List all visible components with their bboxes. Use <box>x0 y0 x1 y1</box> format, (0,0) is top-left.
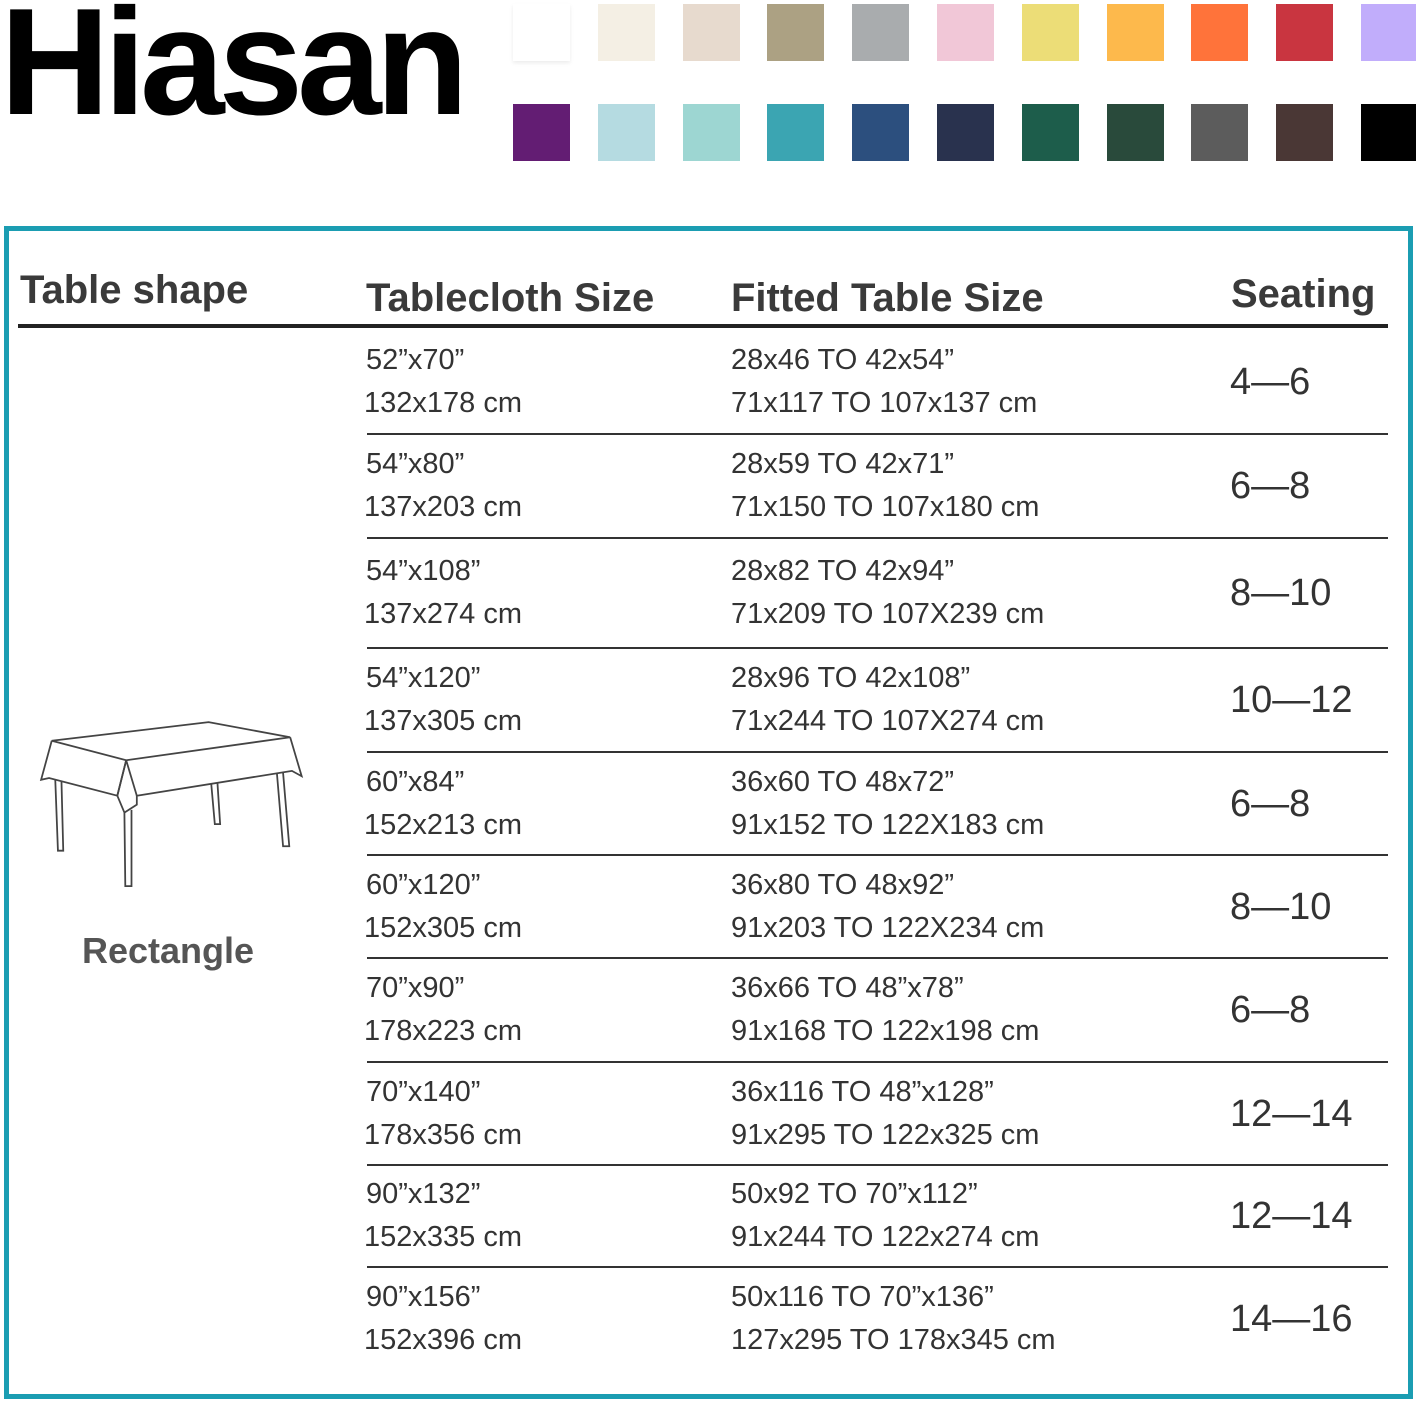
row-divider <box>367 751 1388 753</box>
tablecloth-size-inches: 54”x80” <box>366 448 465 480</box>
size-chart-frame <box>4 226 1413 1399</box>
fitted-size-cm: 71x150 TO 107x180 cm <box>731 491 1040 523</box>
color-swatch <box>682 104 740 161</box>
row-divider <box>367 854 1388 856</box>
fitted-size-cm: 91x203 TO 122X234 cm <box>731 911 1045 944</box>
color-swatch <box>1191 104 1249 161</box>
fitted-size-inches: 28x46 TO 42x54” <box>731 344 955 376</box>
fitted-size-cm: 91x168 TO 122x198 cm <box>731 1015 1040 1047</box>
header-tablecloth-size: Tablecloth Size <box>366 276 655 320</box>
seating-range: 6—8 <box>1230 782 1311 825</box>
tablecloth-size-inches: 60”x84” <box>366 765 465 798</box>
row-divider <box>367 433 1388 435</box>
seating-range: 12—14 <box>1230 1195 1353 1237</box>
seating-range: 10—12 <box>1230 679 1353 721</box>
color-swatch <box>767 104 825 161</box>
header-table-shape: Table shape <box>20 268 249 312</box>
seating-range: 12—14 <box>1230 1092 1353 1135</box>
color-swatch <box>513 104 570 161</box>
row-divider <box>367 647 1388 649</box>
fitted-size-cm: 71x117 TO 107x137 cm <box>731 387 1038 419</box>
seating-range: 4—6 <box>1230 361 1311 403</box>
fitted-size-inches: 36x116 TO 48”x128” <box>731 1075 994 1108</box>
seating-range: 8—10 <box>1230 885 1332 928</box>
color-swatch <box>597 4 655 61</box>
seating-range: 14—16 <box>1230 1297 1353 1340</box>
tablecloth-size-cm: 152x335 cm <box>364 1221 522 1253</box>
row-divider <box>367 957 1388 959</box>
header-seating: Seating <box>1231 272 1376 316</box>
fitted-size-cm: 91x244 TO 122x274 cm <box>731 1221 1040 1253</box>
color-swatch <box>937 4 994 61</box>
seating-range: 8—10 <box>1230 572 1332 614</box>
fitted-size-inches: 36x60 TO 48x72” <box>731 765 955 798</box>
color-swatch <box>852 104 910 161</box>
color-swatch <box>1361 104 1416 161</box>
header-fitted-table-size: Fitted Table Size <box>731 276 1044 320</box>
color-swatch <box>1361 4 1416 61</box>
tablecloth-size-inches: 70”x90” <box>366 972 465 1004</box>
fitted-size-cm: 127x295 TO 178x345 cm <box>731 1323 1056 1356</box>
color-swatch <box>1191 4 1249 61</box>
rectangle-table-icon <box>39 721 304 888</box>
tablecloth-size-cm: 137x274 cm <box>364 598 522 630</box>
row-divider <box>367 537 1388 539</box>
fitted-size-cm: 71x244 TO 107X274 cm <box>731 705 1045 737</box>
fitted-size-inches: 36x80 TO 48x92” <box>731 868 955 901</box>
tablecloth-size-inches: 70”x140” <box>366 1075 481 1108</box>
row-divider <box>367 1164 1388 1166</box>
tablecloth-size-cm: 132x178 cm <box>364 387 522 419</box>
color-swatch <box>767 4 825 61</box>
tablecloth-size-inches: 90”x156” <box>366 1280 481 1313</box>
seating-range: 6—8 <box>1230 465 1311 507</box>
color-swatch <box>597 104 655 161</box>
tablecloth-size-cm: 137x305 cm <box>364 705 522 737</box>
tablecloth-size-inches: 52”x70” <box>366 344 465 376</box>
fitted-size-inches: 28x59 TO 42x71” <box>731 448 955 480</box>
fitted-size-inches: 28x82 TO 42x94” <box>731 555 955 587</box>
fitted-size-cm: 71x209 TO 107X239 cm <box>731 598 1045 630</box>
header-divider <box>18 324 1388 328</box>
tablecloth-size-cm: 152x305 cm <box>364 911 522 944</box>
color-swatch <box>1106 104 1164 161</box>
color-swatch <box>937 104 994 161</box>
color-swatch <box>1021 4 1079 61</box>
row-divider <box>367 1266 1388 1268</box>
tablecloth-size-cm: 178x356 cm <box>364 1118 522 1151</box>
tablecloth-size-cm: 137x203 cm <box>364 491 522 523</box>
color-swatch <box>1276 104 1334 161</box>
color-swatch <box>513 4 570 61</box>
fitted-size-cm: 91x295 TO 122x325 cm <box>731 1118 1040 1151</box>
color-swatch <box>682 4 740 61</box>
tablecloth-size-cm: 152x213 cm <box>364 808 522 841</box>
color-swatch <box>1106 4 1164 61</box>
tablecloth-size-inches: 60”x120” <box>366 868 481 901</box>
tablecloth-size-cm: 178x223 cm <box>364 1015 522 1047</box>
table-shape-label: Rectangle <box>81 930 255 971</box>
fitted-size-inches: 36x66 TO 48”x78” <box>731 972 964 1004</box>
fitted-size-inches: 50x92 TO 70”x112” <box>731 1178 978 1210</box>
tablecloth-size-cm: 152x396 cm <box>364 1323 522 1356</box>
fitted-size-inches: 28x96 TO 42x108” <box>731 662 971 694</box>
tablecloth-size-inches: 90”x132” <box>366 1178 481 1210</box>
fitted-size-cm: 91x152 TO 122X183 cm <box>731 808 1045 841</box>
seating-range: 6—8 <box>1230 989 1311 1031</box>
tablecloth-size-inches: 54”x108” <box>366 555 481 587</box>
tablecloth-size-inches: 54”x120” <box>366 662 481 694</box>
color-swatch <box>1021 104 1079 161</box>
row-divider <box>367 1061 1388 1063</box>
color-swatch <box>1276 4 1334 61</box>
fitted-size-inches: 50x116 TO 70”x136” <box>731 1280 994 1313</box>
brand-logo: Hiasan <box>0 0 468 147</box>
color-swatch <box>852 4 910 61</box>
